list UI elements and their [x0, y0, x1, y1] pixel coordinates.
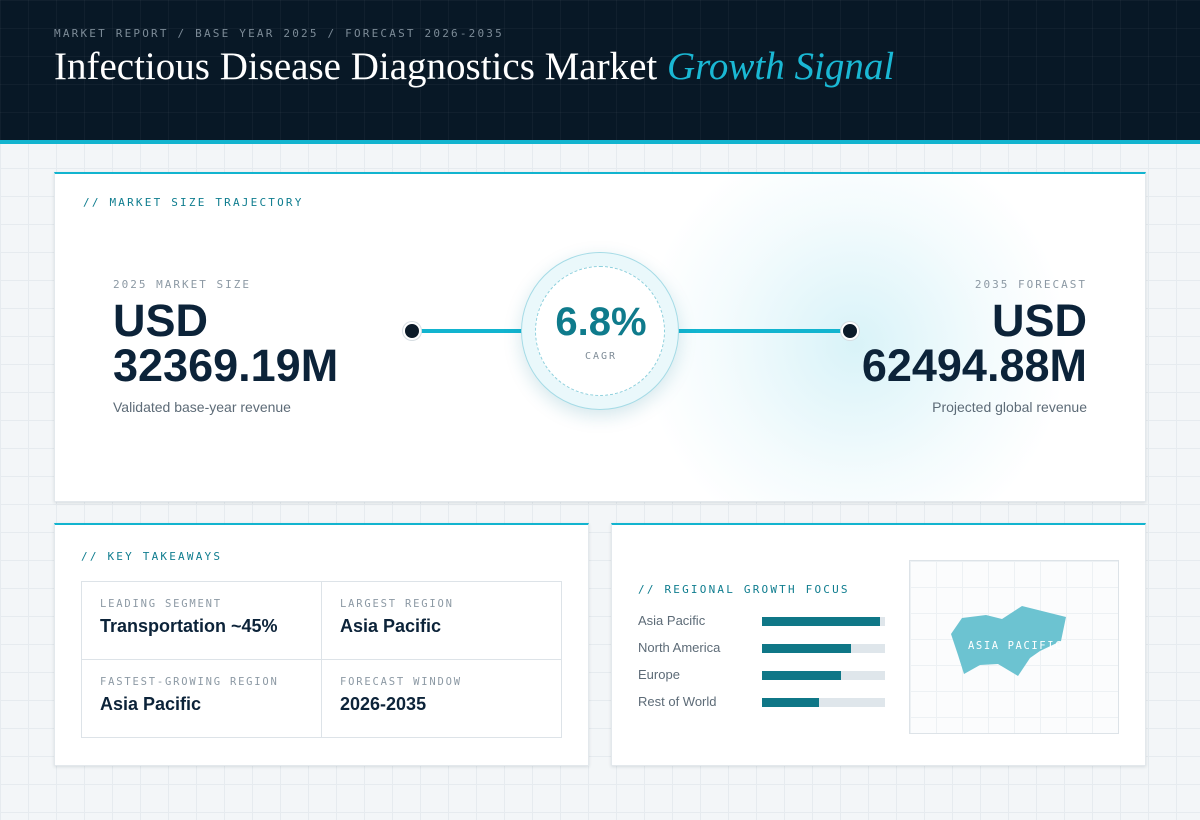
- takeaway-value: Asia Pacific: [100, 694, 202, 714]
- base-year-caption: Validated base-year revenue: [113, 399, 291, 415]
- region-bar-row: Europe: [638, 667, 888, 683]
- trajectory-card-label: // MARKET SIZE TRAJECTORY: [83, 196, 304, 209]
- region-bar-label: North America: [638, 640, 721, 655]
- region-bar-row: Asia Pacific: [638, 613, 888, 629]
- regional-card-label: // REGIONAL GROWTH FOCUS: [638, 583, 850, 596]
- regional-growth-card: // REGIONAL GROWTH FOCUS Asia Pacific No…: [611, 523, 1146, 766]
- forecast-currency: USD: [991, 295, 1087, 346]
- breadcrumb: MARKET REPORT / BASE YEAR 2025 / FORECAS…: [54, 27, 504, 40]
- takeaway-largest-region: LARGEST REGION Asia Pacific: [322, 582, 562, 660]
- cagr-value: 6.8%: [555, 300, 647, 344]
- takeaways-card-label: // KEY TAKEAWAYS: [81, 550, 223, 563]
- market-size-trajectory-card: // MARKET SIZE TRAJECTORY 2025 MARKET SI…: [54, 172, 1146, 502]
- report-header: MARKET REPORT / BASE YEAR 2025 / FORECAS…: [0, 0, 1200, 144]
- region-bar-fill: [762, 644, 851, 653]
- takeaways-grid: LEADING SEGMENT Transportation ~45% LARG…: [81, 581, 562, 738]
- takeaway-forecast-window: FORECAST WINDOW 2026-2035: [322, 660, 562, 738]
- start-point-marker: [403, 322, 421, 340]
- region-bar-track: [762, 671, 885, 680]
- region-bar-label: Europe: [638, 667, 680, 682]
- map-region-label: ASIA PACIFIC: [968, 640, 1064, 652]
- forecast-kicker: 2035 FORECAST: [974, 278, 1087, 291]
- takeaway-key: FASTEST-GROWING REGION: [100, 676, 279, 688]
- page-title-accent: Growth Signal: [667, 45, 895, 88]
- region-bar-fill: [762, 617, 881, 626]
- page-title: Infectious Disease Diagnostics Market Gr…: [54, 44, 894, 89]
- key-takeaways-card: // KEY TAKEAWAYS LEADING SEGMENT Transpo…: [54, 523, 589, 766]
- cagr-label: CAGR: [584, 351, 618, 362]
- page-title-main: Infectious Disease Diagnostics Market: [54, 45, 658, 88]
- takeaway-value: Transportation ~45%: [100, 616, 278, 636]
- forecast-caption: Projected global revenue: [932, 399, 1087, 415]
- trajectory-line-right: [677, 329, 845, 333]
- takeaway-value: 2026-2035: [340, 694, 427, 714]
- takeaway-value: Asia Pacific: [340, 616, 442, 636]
- region-bar-row: North America: [638, 640, 888, 656]
- region-bar-fill: [762, 698, 819, 707]
- region-bar-track: [762, 617, 885, 626]
- base-year-currency: USD: [113, 295, 209, 346]
- takeaway-key: LARGEST REGION: [340, 598, 454, 610]
- forecast-value: 62494.88M: [861, 340, 1087, 391]
- takeaway-key: LEADING SEGMENT: [100, 598, 222, 610]
- region-map: ASIA PACIFIC: [909, 560, 1119, 734]
- cagr-badge: 6.8% CAGR: [521, 252, 679, 410]
- takeaway-fastest-growing-region: FASTEST-GROWING REGION Asia Pacific: [82, 660, 322, 738]
- cagr-badge-inner: 6.8% CAGR: [535, 266, 665, 396]
- takeaway-key: FORECAST WINDOW: [340, 676, 462, 688]
- end-point-marker: [841, 322, 859, 340]
- region-bar-label: Asia Pacific: [638, 613, 706, 628]
- region-bar-row: Rest of World: [638, 694, 888, 710]
- base-year-kicker: 2025 MARKET SIZE: [113, 278, 251, 291]
- region-bar-label: Rest of World: [638, 694, 717, 709]
- asia-pacific-map-shape: [951, 606, 1066, 676]
- region-bar-fill: [762, 671, 841, 680]
- region-bar-track: [762, 698, 885, 707]
- base-year-value: 32369.19M: [113, 340, 339, 391]
- trajectory-line-left: [419, 329, 523, 333]
- takeaway-leading-segment: LEADING SEGMENT Transportation ~45%: [82, 582, 322, 660]
- region-bar-track: [762, 644, 885, 653]
